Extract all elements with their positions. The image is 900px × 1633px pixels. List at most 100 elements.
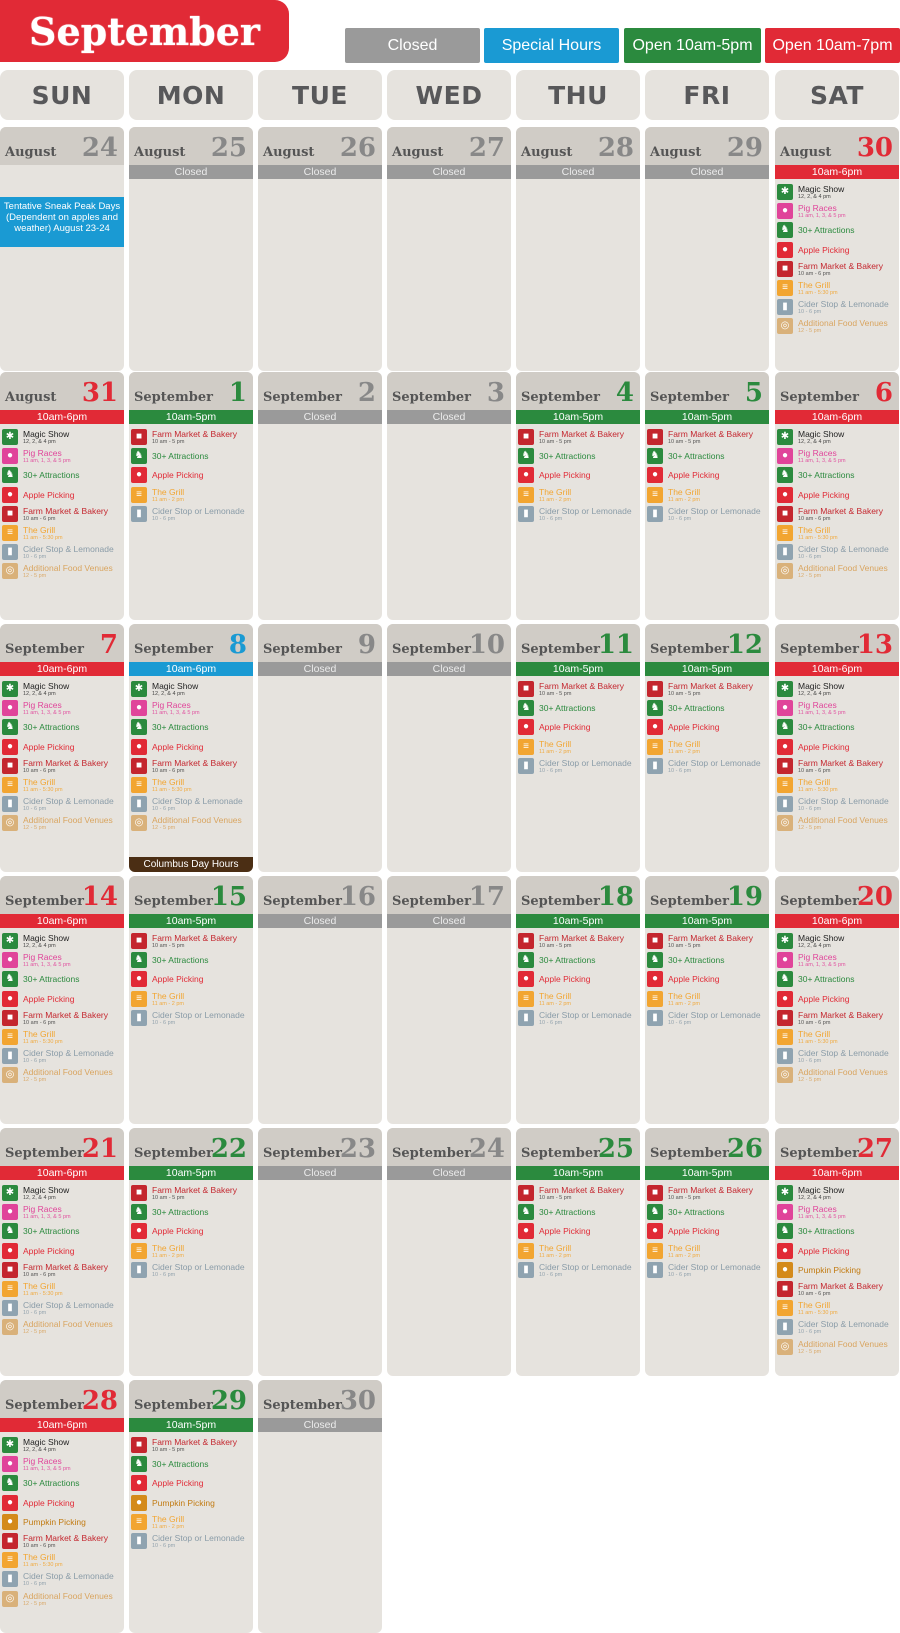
attraction-name: Apple Picking [152, 741, 204, 752]
attraction-attr: ♞ 30+ Attractions [131, 1455, 251, 1474]
attraction-name: Cider Stop & Lemonade [798, 1319, 889, 1330]
day-month-name: September [392, 390, 471, 405]
burger-icon: ≡ [2, 1028, 18, 1045]
attraction-time: 12, 2, & 4 pm [23, 439, 56, 445]
attraction-name: Magic Show [23, 681, 70, 691]
attraction-farm: ■ Farm Market & Bakery 10 am - 6 pm [2, 505, 122, 524]
attraction-list: ■ Farm Market & Bakery 10 am - 5 pm ♞ 30+ At… [518, 680, 638, 776]
weekday-sat: SAT [775, 70, 899, 120]
day-header: September 7 [0, 624, 124, 662]
attraction-food: ◎ Additional Food Venues 12 - 5 pm [777, 1338, 897, 1357]
day-header: September 22 [129, 1128, 253, 1166]
market-bag-icon: ■ [777, 757, 793, 774]
attraction-apple: ● Apple Picking [777, 738, 897, 757]
attraction-time: 10 - 6 pm [23, 554, 47, 561]
attraction-name: Cider Stop & Lemonade [798, 544, 889, 555]
attraction-attr: ♞ 30+ Attractions [2, 718, 122, 737]
burger-icon: ≡ [777, 279, 793, 296]
apple-icon: ● [777, 486, 793, 503]
attraction-time: 11 am - 5:30 pm [798, 786, 838, 793]
attraction-attr: ♞ 30+ Attractions [777, 970, 897, 989]
attraction-time: 10 am - 6 pm [23, 1542, 56, 1549]
pig-icon: ● [2, 448, 18, 465]
attraction-name: Pig Races [23, 1204, 62, 1215]
attraction-time: 10 am - 6 pm [798, 1019, 831, 1026]
attraction-pumpkin: ● Pumpkin Picking [777, 1261, 897, 1280]
donut-icon: ◎ [2, 1067, 18, 1084]
attraction-apple: ● Apple Picking [647, 718, 767, 737]
attraction-time: 10 - 6 pm [668, 767, 692, 774]
day-number: 2 [357, 378, 376, 408]
hours-bar: 10am-5pm [129, 410, 253, 424]
attraction-name: Farm Market & Bakery [152, 1185, 238, 1195]
attraction-name: 30+ Attractions [668, 451, 725, 462]
carousel-icon: ♞ [131, 1456, 147, 1473]
day-month-name: September [521, 894, 600, 909]
attraction-time: 11 am, 1, 3, & 5 pm [798, 710, 846, 717]
weekday-fri: FRI [645, 70, 769, 120]
day-month-name: September [521, 1146, 600, 1161]
hours-bar: 10am-5pm [129, 914, 253, 928]
attraction-pig: ● Pig Races 11 am, 1, 3, & 5 pm [131, 699, 251, 718]
magic-wand-icon: ✱ [777, 681, 793, 697]
magic-wand-icon: ✱ [777, 933, 793, 949]
attraction-farm: ■ Farm Market & Bakery 10 am - 5 pm [518, 428, 638, 447]
weekday-wed: WED [387, 70, 511, 120]
attraction-name: Pig Races [152, 700, 191, 711]
day-month-name: September [392, 642, 471, 657]
market-bag-icon: ■ [2, 505, 18, 522]
attraction-name: The Grill [152, 1513, 185, 1524]
legend-special-hours: Special Hours [484, 28, 619, 63]
day-header: September 19 [645, 876, 769, 914]
attraction-name: The Grill [23, 1028, 56, 1039]
hours-bar: 10am-6pm [0, 662, 124, 676]
attraction-name: Apple Picking [668, 974, 720, 985]
day-cell-august-28: August 28 Closed [516, 127, 640, 371]
attraction-list: ✱ Magic Show 12, 2, & 4 pm ● Pig Races 11 am,… [2, 932, 122, 1086]
attraction-name: Cider Stop or Lemonade [539, 1009, 632, 1020]
apple-icon: ● [647, 719, 663, 736]
attraction-time: 11 am - 5:30 pm [798, 1038, 838, 1045]
day-cell-september-4: September 4 10am-5pm ■ Farm Market & Bakery 1… [516, 372, 640, 620]
drink-cup-icon: ▮ [131, 505, 147, 522]
day-month-name: September [650, 390, 729, 405]
attraction-name: Cider Stop or Lemonade [668, 505, 761, 516]
day-number: 27 [856, 1134, 893, 1164]
columbus-day-note: Columbus Day Hours [129, 857, 253, 872]
day-number: 1 [228, 378, 247, 408]
attraction-name: 30+ Attractions [152, 1207, 209, 1218]
day-cell-august-27: August 27 Closed [387, 127, 511, 371]
attraction-farm: ■ Farm Market & Bakery 10 am - 5 pm [131, 428, 251, 447]
attraction-farm: ■ Farm Market & Bakery 10 am - 6 pm [777, 757, 897, 776]
attraction-apple: ● Apple Picking [2, 1242, 122, 1261]
burger-icon: ≡ [647, 486, 663, 503]
attraction-time: 10 - 6 pm [798, 554, 822, 561]
attraction-name: The Grill [798, 279, 831, 290]
attraction-time: 10 - 6 pm [798, 1058, 822, 1065]
apple-icon: ● [518, 719, 534, 736]
attraction-name: The Grill [539, 738, 572, 749]
burger-icon: ≡ [777, 776, 793, 793]
attraction-time: 10 am - 5 pm [668, 691, 701, 697]
attraction-time: 11 am - 5:30 pm [23, 1562, 63, 1569]
day-header: September 18 [516, 876, 640, 914]
attraction-name: Pig Races [23, 700, 62, 711]
attraction-time: 10 - 6 pm [668, 1271, 692, 1278]
day-number: 14 [81, 882, 118, 912]
attraction-time: 12 - 5 pm [798, 825, 822, 832]
attraction-time: 11 am, 1, 3, & 5 pm [23, 1214, 71, 1221]
hours-bar: 10am-6pm [0, 1166, 124, 1180]
attraction-grill: ≡ The Grill 11 am - 5:30 pm [2, 1028, 122, 1047]
attraction-name: Apple Picking [798, 993, 850, 1004]
day-number: 18 [597, 882, 634, 912]
attraction-attr: ♞ 30+ Attractions [518, 447, 638, 466]
burger-icon: ≡ [131, 486, 147, 503]
day-number: 7 [99, 630, 118, 660]
day-number: 28 [81, 1386, 118, 1416]
attraction-name: Cider Stop & Lemonade [23, 1048, 114, 1059]
carousel-icon: ♞ [2, 1475, 18, 1492]
attraction-name: Apple Picking [668, 722, 720, 733]
attraction-name: 30+ Attractions [798, 974, 855, 985]
day-month-name: September [134, 894, 213, 909]
day-header: August 25 [129, 127, 253, 165]
